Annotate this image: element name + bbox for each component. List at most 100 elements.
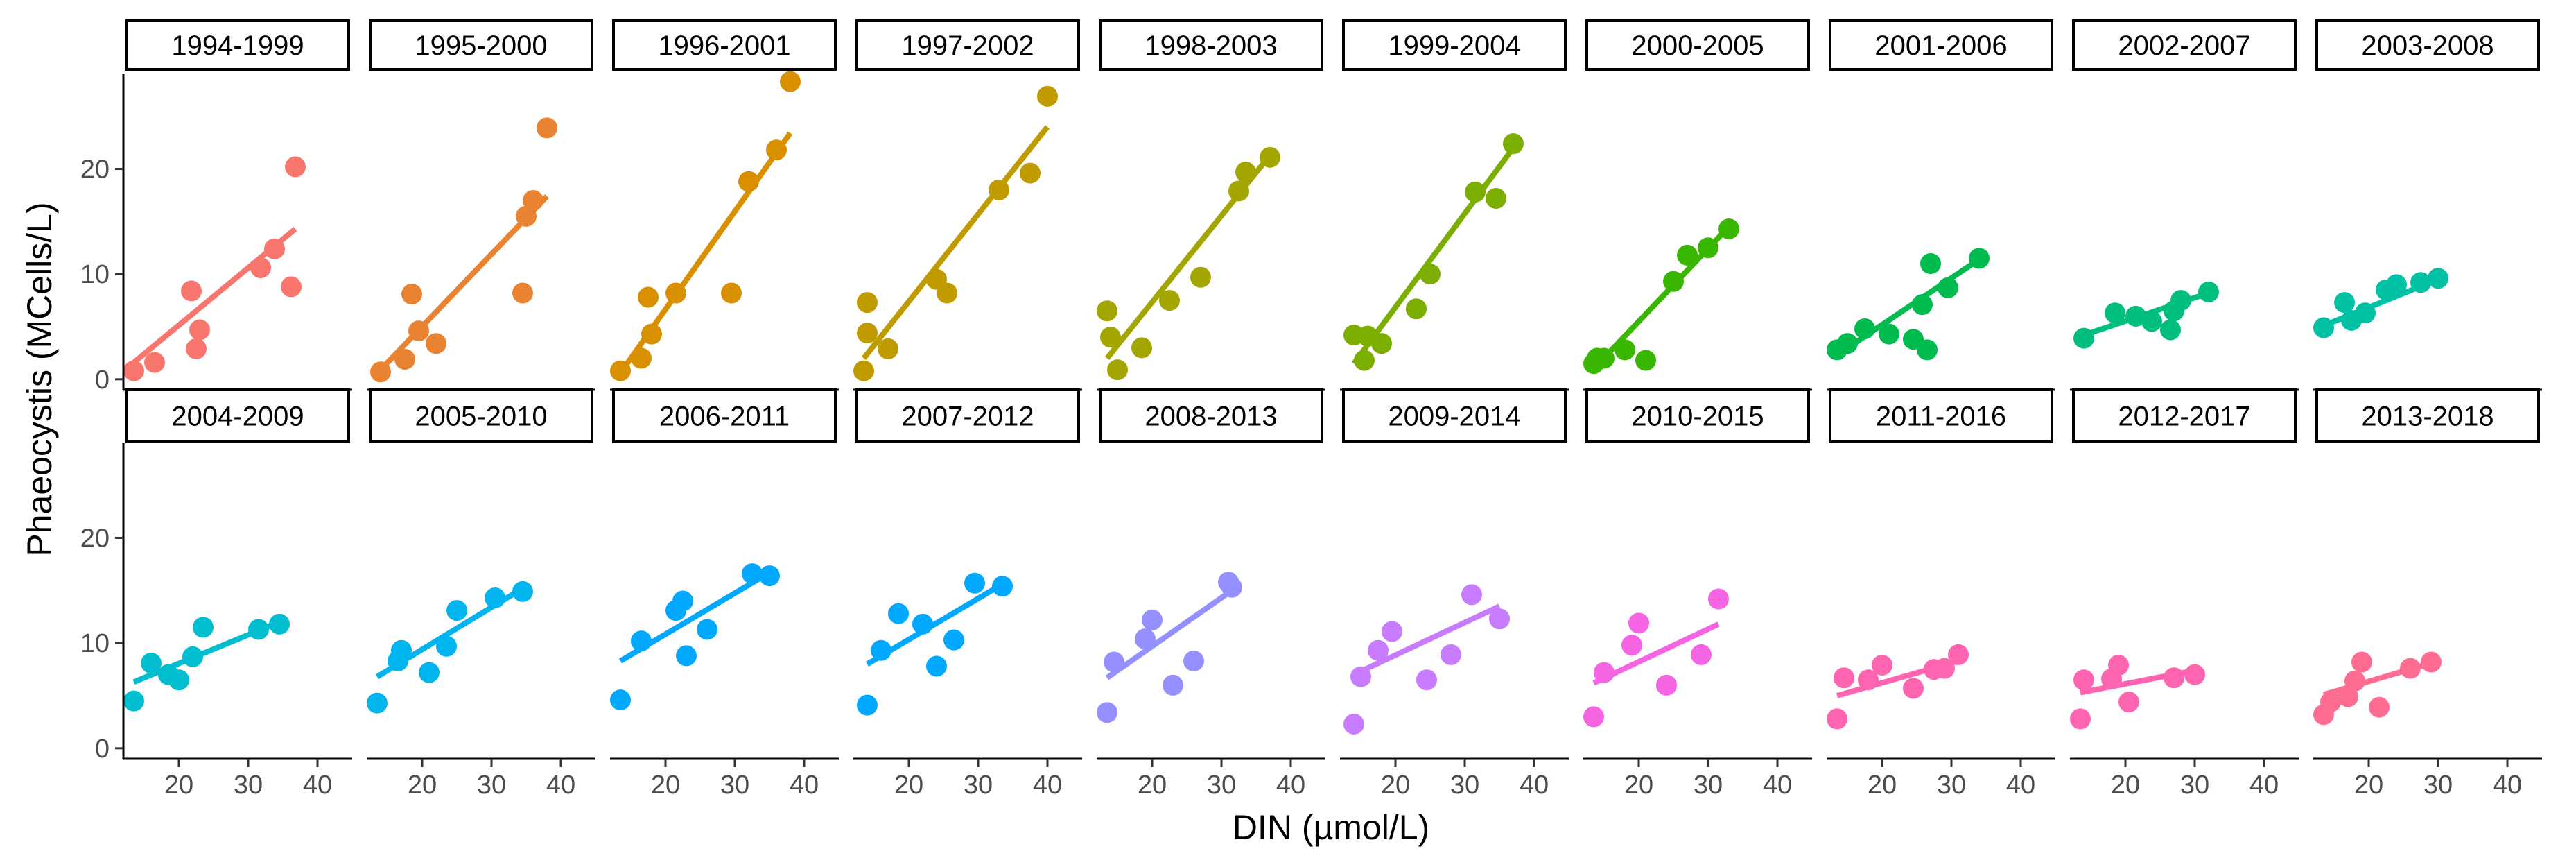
- data-point: [2320, 692, 2341, 713]
- data-point: [1461, 584, 1482, 606]
- data-point: [1677, 244, 1698, 266]
- facet-strip: [2072, 388, 2297, 443]
- facet-label: 2000-2005: [1631, 31, 1764, 61]
- data-point: [1854, 318, 1875, 340]
- data-point: [1104, 651, 1124, 673]
- data-point: [1920, 253, 1941, 274]
- x-tick-label: 20: [1868, 771, 1897, 800]
- data-point: [742, 563, 763, 585]
- facet-label: 2008-2013: [1145, 402, 1277, 432]
- data-point: [2070, 708, 2091, 730]
- fit-line: [1592, 621, 1720, 686]
- data-point: [123, 360, 144, 381]
- facet-strip: [125, 388, 350, 443]
- x-tick-label: 40: [790, 771, 819, 800]
- data-point: [631, 347, 652, 369]
- facet-panel: 2013-2018 20 30 40: [2313, 388, 2542, 800]
- data-point: [1827, 708, 1847, 730]
- data-point: [394, 349, 415, 370]
- facet-label: 2006-2011: [659, 402, 790, 432]
- facet-panel: 2004-2009 20 30 40: [123, 388, 352, 800]
- x-tick-label: 30: [964, 771, 993, 800]
- facet-panel: 2012-2017 20 30 40: [2070, 388, 2299, 800]
- x-tick-label: 40: [2249, 771, 2279, 800]
- facet-strip: [612, 388, 837, 443]
- data-point: [523, 190, 543, 211]
- x-tick-label: 30: [234, 771, 263, 800]
- data-point: [964, 572, 985, 594]
- facet-panel: 2001-2006203040: [1827, 19, 2055, 431]
- data-point: [1142, 609, 1163, 630]
- data-point: [857, 694, 878, 716]
- data-point: [1934, 658, 1955, 679]
- data-point: [1489, 608, 1510, 630]
- x-tick-label: 40: [546, 771, 575, 800]
- x-tick-label: 30: [2180, 771, 2209, 800]
- facet-label: 1994-1999: [171, 31, 304, 61]
- facet-strip: [1342, 19, 1567, 71]
- data-point: [189, 319, 210, 341]
- data-point: [2400, 658, 2421, 679]
- data-point: [2198, 281, 2219, 302]
- data-point: [1107, 359, 1128, 381]
- data-point: [1260, 146, 1280, 168]
- facet-label: 2010-2015: [1631, 402, 1764, 432]
- data-point: [2105, 302, 2125, 324]
- y-tick-label: 0: [95, 735, 110, 764]
- fit-line: [378, 194, 549, 372]
- facet-strip: [1099, 388, 1323, 443]
- data-point: [665, 282, 686, 304]
- data-point: [367, 692, 388, 714]
- data-point: [2369, 696, 2390, 718]
- data-point: [610, 360, 631, 381]
- data-point: [250, 257, 271, 279]
- data-point: [857, 292, 878, 314]
- facet-strip: [1585, 19, 1810, 71]
- data-point: [512, 581, 533, 602]
- facet-strip: [369, 388, 593, 443]
- x-axis-title: DIN (µmol/L): [1233, 808, 1429, 847]
- data-point: [1969, 248, 1990, 269]
- data-point: [2428, 268, 2448, 289]
- data-point: [370, 361, 391, 383]
- facet-strip: [1342, 388, 1567, 443]
- facet-label: 2005-2010: [415, 402, 547, 432]
- data-point: [2410, 272, 2431, 293]
- data-point: [1912, 294, 1933, 316]
- data-point: [193, 617, 214, 638]
- fit-line: [1105, 588, 1234, 680]
- facet-label: 2012-2017: [2118, 402, 2250, 432]
- data-point: [1159, 290, 1180, 311]
- data-point: [1228, 180, 1249, 202]
- data-point: [436, 635, 457, 657]
- data-point: [1406, 298, 1427, 320]
- data-point: [1343, 713, 1364, 735]
- data-point: [2386, 274, 2407, 295]
- facet-panel: 1994-1999203040: [123, 19, 352, 431]
- y-axes: 0 10 20 0 10 20: [80, 74, 125, 764]
- data-point: [516, 205, 537, 227]
- y-axis-title: Phaeocystis (MCells/L): [20, 202, 59, 556]
- data-point: [182, 646, 203, 667]
- facet-strip: [2315, 19, 2540, 71]
- data-point: [285, 156, 306, 178]
- data-point: [721, 282, 742, 304]
- data-point: [485, 587, 505, 608]
- data-point: [912, 613, 933, 635]
- x-tick-label: 30: [1694, 771, 1723, 800]
- facet-strip: [855, 19, 1080, 71]
- x-tick-label: 40: [1033, 771, 1062, 800]
- x-tick-label: 30: [720, 771, 749, 800]
- data-point: [1135, 628, 1156, 650]
- data-point: [269, 613, 290, 635]
- facet-panel: 2011-2016 20 30 40: [1827, 388, 2055, 800]
- facet-label: 2013-2018: [2361, 402, 2494, 432]
- data-point: [1663, 271, 1684, 292]
- data-point: [1221, 576, 1242, 598]
- data-point: [871, 639, 891, 661]
- data-point: [1037, 85, 1058, 107]
- data-point: [1621, 635, 1642, 656]
- data-point: [2160, 319, 2181, 341]
- facet-label: 1995-2000: [415, 31, 547, 61]
- data-point: [141, 652, 162, 673]
